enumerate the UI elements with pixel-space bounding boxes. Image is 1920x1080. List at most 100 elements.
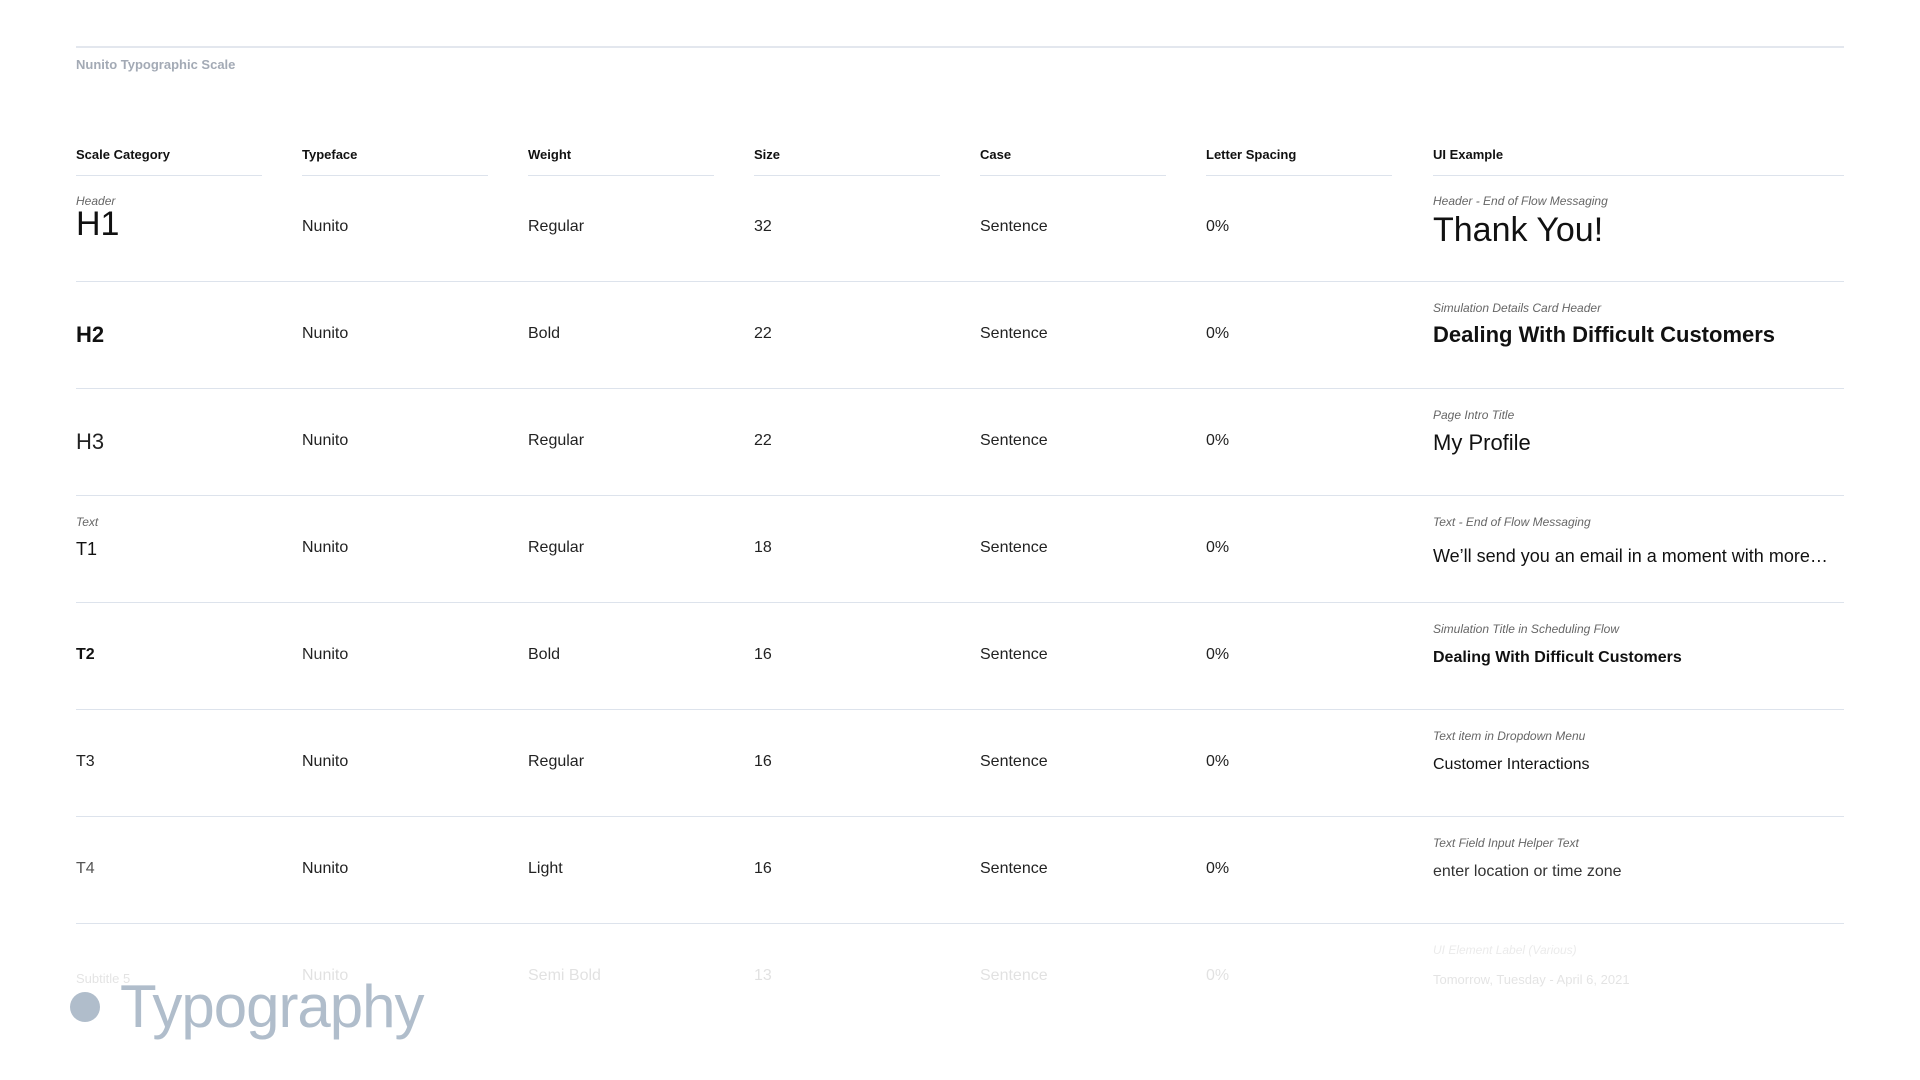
ui-example-label: Page Intro Title	[1433, 408, 1515, 422]
ui-example-text: Thank You!	[1433, 211, 1604, 249]
column-header-weight: Weight	[528, 147, 572, 162]
ui-example-label: Simulation Details Card Header	[1433, 301, 1602, 315]
row-divider	[76, 388, 1844, 389]
cell-size: 22	[754, 432, 772, 449]
column-header-ui-example: UI Example	[1433, 147, 1504, 162]
cell-weight: Semi Bold	[528, 967, 601, 984]
column-header-letter-spacing: Letter Spacing	[1206, 147, 1297, 162]
header-underline	[754, 175, 940, 176]
cell-typeface: Nunito	[302, 325, 349, 342]
cell-typeface: Nunito	[302, 967, 349, 984]
row-divider	[76, 602, 1844, 603]
ui-example-text: enter location or time zone	[1433, 863, 1622, 880]
cell-weight: Bold	[528, 325, 561, 342]
section-title: Typography	[120, 973, 425, 1040]
cell-size: 32	[754, 218, 772, 235]
column-header-size: Size	[754, 147, 781, 162]
ui-example-label: Text - End of Flow Messaging	[1433, 515, 1591, 529]
header-underline	[1206, 175, 1392, 176]
cell-case: Sentence	[980, 432, 1048, 449]
ui-example-text: We’ll send you an email in a moment with…	[1433, 546, 1828, 566]
row-divider	[76, 816, 1844, 817]
scale-category: Subtitle 5	[76, 971, 131, 986]
cell-spacing: 0%	[1206, 967, 1230, 984]
cell-weight: Light	[528, 860, 563, 877]
cell-weight: Regular	[528, 539, 585, 556]
scale-category: T2	[76, 646, 95, 663]
ui-example-text: Customer Interactions	[1433, 756, 1590, 773]
top-divider	[76, 46, 1844, 48]
ui-example-text: Dealing With Difficult Customers	[1433, 322, 1776, 347]
scale-category: H1	[76, 205, 120, 243]
ui-example-label: Header - End of Flow Messaging	[1433, 194, 1608, 208]
cell-spacing: 0%	[1206, 432, 1230, 449]
cell-case: Sentence	[980, 753, 1048, 770]
cell-typeface: Nunito	[302, 753, 349, 770]
cell-case: Sentence	[980, 967, 1048, 984]
scale-category: H3	[76, 429, 105, 454]
row-divider	[76, 281, 1844, 282]
category-group-label: Text	[76, 515, 99, 529]
cell-size: 16	[754, 753, 772, 770]
table-row: T4 Nunito Light 16 Sentence 0% Text Field Inpu…	[76, 817, 1844, 924]
ui-example-label: UI Element Label (Various)	[1433, 943, 1577, 957]
cell-typeface: Nunito	[302, 432, 349, 449]
cell-case: Sentence	[980, 860, 1048, 877]
cell-case: Sentence	[980, 218, 1048, 235]
cell-size: 18	[754, 539, 772, 556]
scale-category: H2	[76, 322, 105, 347]
table-row: Text T1 Nunito Regular 18 Sentence 0% Text - En…	[76, 496, 1844, 603]
column-header-case: Case	[980, 147, 1012, 162]
cell-size: 16	[754, 646, 772, 663]
ui-example-label: Text Field Input Helper Text	[1433, 836, 1579, 850]
row-divider	[76, 709, 1844, 710]
table-row: T3 Nunito Regular 16 Sentence 0% Text item in …	[76, 710, 1844, 817]
page-subtitle: Nunito Typographic Scale	[76, 57, 236, 72]
table-row: T2 Nunito Bold 16 Sentence 0% Simulation Title…	[76, 603, 1844, 710]
scale-category: T3	[76, 753, 95, 770]
section-brand: Typography	[70, 972, 425, 1041]
header-underline	[980, 175, 1166, 176]
cell-weight: Regular	[528, 753, 585, 770]
column-header-scale-category: Scale Category	[76, 147, 170, 162]
bullet-dot-icon	[70, 991, 100, 1022]
cell-spacing: 0%	[1206, 539, 1230, 556]
header-underline	[1433, 175, 1844, 176]
table-row: Header H1 Nunito Regular 32 Sentence 0% Header …	[76, 175, 1844, 282]
cell-case: Sentence	[980, 646, 1048, 663]
cell-size: 22	[754, 325, 772, 342]
cell-case: Sentence	[980, 539, 1048, 556]
table-row: H3 Nunito Regular 22 Sentence 0% Page Intro Ti…	[76, 389, 1844, 496]
table-row: Subtitle 5 Nunito Semi Bold 13 Sentence 0% UI …	[76, 924, 1844, 1031]
ui-example-label: Text item in Dropdown Menu	[1433, 729, 1586, 743]
category-group-label: Header	[76, 194, 116, 208]
header-underline	[302, 175, 488, 176]
cell-typeface: Nunito	[302, 539, 349, 556]
header-underline	[528, 175, 714, 176]
cell-size: 16	[754, 860, 772, 877]
cell-weight: Bold	[528, 646, 561, 663]
column-header-typeface: Typeface	[302, 147, 358, 162]
cell-spacing: 0%	[1206, 753, 1230, 770]
cell-spacing: 0%	[1206, 218, 1230, 235]
cell-spacing: 0%	[1206, 860, 1230, 877]
cell-typeface: Nunito	[302, 860, 349, 877]
ui-example-text: Tomorrow, Tuesday - April 6, 2021	[1433, 972, 1630, 987]
cell-typeface: Nunito	[302, 218, 349, 235]
row-divider	[76, 923, 1844, 924]
cell-case: Sentence	[980, 325, 1048, 342]
table-row: H2 Nunito Bold 22 Sentence 0% Simulation Detai…	[76, 282, 1844, 389]
cell-typeface: Nunito	[302, 646, 349, 663]
cell-spacing: 0%	[1206, 646, 1230, 663]
cell-weight: Regular	[528, 218, 585, 235]
ui-example-label: Simulation Title in Scheduling Flow	[1433, 622, 1619, 636]
row-divider	[76, 495, 1844, 496]
ui-example-text: My Profile	[1433, 430, 1531, 455]
cell-weight: Regular	[528, 432, 585, 449]
scale-category: T4	[76, 860, 95, 877]
ui-example-text: Dealing With Difficult Customers	[1433, 649, 1682, 666]
cell-size: 13	[754, 967, 772, 984]
cell-spacing: 0%	[1206, 325, 1230, 342]
scale-category: T1	[76, 539, 98, 559]
header-underline	[76, 175, 262, 176]
